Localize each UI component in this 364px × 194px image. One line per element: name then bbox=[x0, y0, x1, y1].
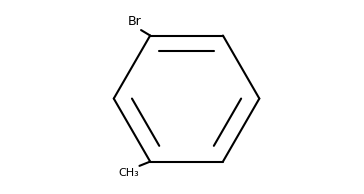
Text: CH₃: CH₃ bbox=[119, 168, 139, 178]
Text: Br: Br bbox=[127, 15, 141, 28]
